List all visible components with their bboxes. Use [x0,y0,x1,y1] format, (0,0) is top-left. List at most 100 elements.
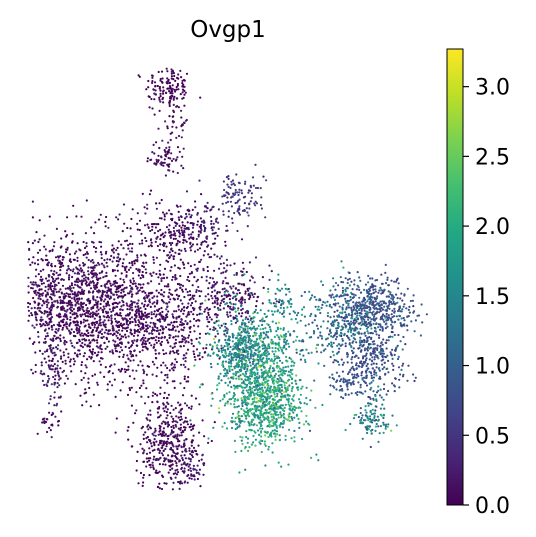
scatter-point [211,302,214,305]
scatter-point [40,282,44,285]
scatter-point [138,242,141,245]
scatter-point [244,180,247,183]
scatter-point [200,276,203,279]
scatter-point [276,328,279,331]
scatter-point [67,329,71,332]
scatter-point [148,463,151,467]
scatter-point [174,274,177,277]
scatter-point [90,357,93,360]
scatter-point [262,327,265,330]
scatter-point [92,306,95,310]
scatter-point [158,470,161,473]
scatter-point [113,363,116,366]
scatter-point [181,334,184,337]
scatter-point [249,355,252,358]
scatter-point [80,361,84,364]
scatter-point [280,386,283,389]
scatter-point [28,314,31,317]
scatter-point [247,321,250,324]
scatter-point [47,327,51,330]
scatter-point [255,397,258,400]
scatter-point [232,316,236,320]
scatter-point [71,344,74,348]
scatter-point [78,306,81,309]
scatter-point [91,348,95,351]
scatter-point [260,400,264,403]
scatter-point [85,303,88,307]
scatter-point [236,416,239,419]
scatter-point [119,312,122,315]
scatter-point [52,277,55,280]
scatter-point [252,320,255,323]
scatter-point [245,360,248,363]
scatter-point [177,252,180,255]
scatter-point [206,235,209,238]
scatter-point [127,244,130,247]
scatter-point [148,106,151,109]
scatter-point [263,416,266,419]
scatter-point [136,222,139,225]
scatter-point [245,407,248,410]
scatter-point [246,437,250,440]
scatter-point [156,411,159,414]
scatter-point [256,415,259,418]
scatter-point [164,447,167,451]
scatter-point [236,363,239,366]
scatter-point [183,454,186,457]
scatter-point [217,221,220,224]
scatter-point [135,267,138,271]
scatter-point [173,363,176,366]
scatter-point [61,305,64,308]
scatter-point [154,89,157,92]
scatter-point [114,395,117,398]
scatter-point [78,338,81,341]
scatter-point [281,407,284,410]
scatter-point [182,78,186,82]
scatter-point [222,213,225,216]
scatter-point [100,257,103,260]
scatter-point [92,261,95,264]
scatter-point [87,331,90,335]
scatter-point [66,308,69,311]
scatter-point [44,289,47,292]
scatter-point [262,392,266,395]
scatter-point [262,286,265,289]
scatter-point [154,84,157,88]
scatter-point [165,352,168,355]
scatter-point [250,429,253,432]
scatter-point [193,263,196,266]
scatter-point [195,280,198,283]
scatter-point [106,383,109,386]
scatter-point [237,193,240,197]
scatter-point [174,472,177,475]
scatter-point [190,440,193,443]
scatter-point [269,341,272,344]
scatter-point [181,290,184,293]
scatter-point [178,248,181,251]
scatter-point [53,287,56,290]
scatter-point [216,329,219,333]
scatter-point [276,334,279,337]
scatter-point [49,286,52,289]
scatter-point [249,291,252,295]
scatter-point [106,258,109,261]
scatter-point [93,312,96,315]
scatter-point [27,301,30,305]
scatter-point [71,304,74,307]
scatter-point [238,424,241,427]
scatter-point [198,336,201,339]
scatter-point [151,360,154,363]
scatter-point [276,395,279,398]
scatter-point [51,411,54,415]
scatter-point [254,344,257,347]
scatter-point [248,261,251,264]
scatter-point [270,394,273,398]
scatter-point [149,439,152,442]
scatter-point [223,297,226,300]
scatter-point [235,293,238,296]
scatter-point [195,319,198,322]
scatter-point [157,443,160,446]
scatter-point [146,418,149,421]
scatter-point [48,359,51,362]
scatter-point [200,220,203,223]
